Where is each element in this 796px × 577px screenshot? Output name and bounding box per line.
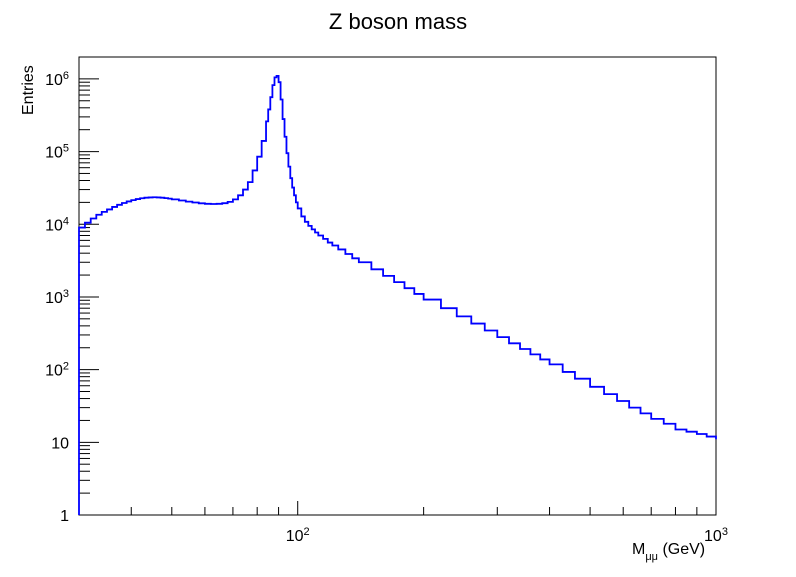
y-tick-label: 106 [45,70,69,89]
y-tick-label: 104 [45,215,69,234]
y-axis-ticks [79,56,99,516]
x-tick-label-exponent: 3 [722,526,728,538]
y-tick-label-base: 10 [51,435,69,452]
chart-title: Z boson mass [329,9,467,34]
y-tick-label-base: 10 [45,72,63,89]
y-tick-label-exponent: 3 [63,288,69,300]
y-tick-label-base: 10 [45,363,63,380]
x-axis-label-main: M [632,541,645,558]
y-tick-label: 1 [60,508,69,525]
x-tick-label: 102 [286,526,310,545]
y-tick-label-base: 10 [45,290,63,307]
x-axis-label-unit: (GeV) [658,541,705,558]
x-axis-label: Mμμ (GeV) [632,541,705,563]
y-tick-label: 105 [45,143,69,162]
y-tick-label: 10 [51,435,69,452]
y-tick-label-base: 10 [45,217,63,234]
y-tick-label-exponent: 6 [63,70,69,82]
x-tick-label-base: 10 [704,528,722,545]
y-tick-label-exponent: 4 [63,215,69,227]
x-axis-tick-labels: 102 103 [286,526,728,545]
x-tick-label-base: 10 [286,528,304,545]
y-axis-label: Entries [20,65,37,115]
histogram-line [78,74,717,515]
x-tick-label: 103 [704,526,728,545]
x-axis-ticks [78,501,717,515]
y-tick-label-exponent: 5 [63,143,69,155]
y-tick-label-base: 10 [45,145,63,162]
y-tick-label-base: 1 [60,508,69,525]
y-tick-label: 102 [45,361,69,380]
x-tick-label-exponent: 2 [304,526,310,538]
x-axis-label-subscript: μμ [645,551,658,563]
y-tick-label: 103 [45,288,69,307]
y-tick-label-exponent: 2 [63,361,69,373]
